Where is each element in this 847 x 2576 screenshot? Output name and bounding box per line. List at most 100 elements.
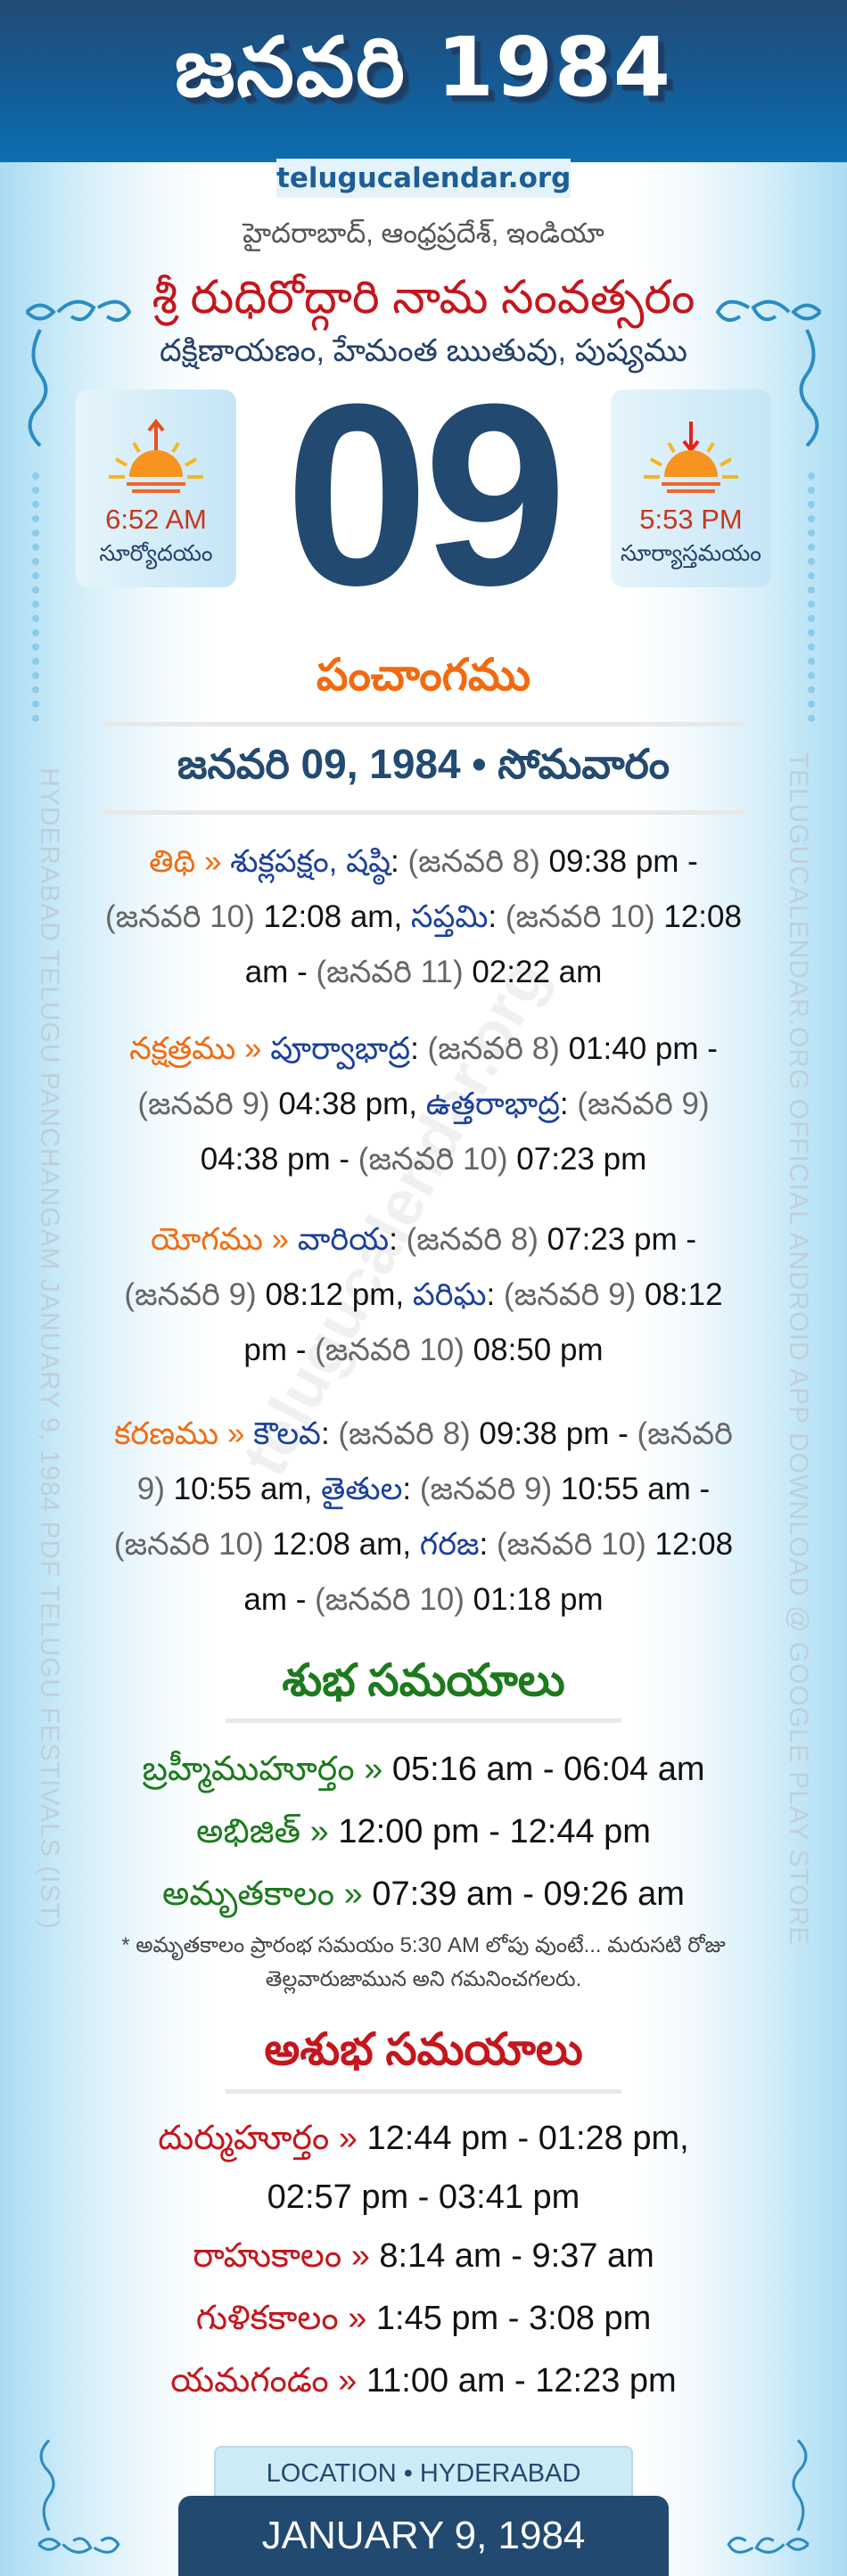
entry-time: : [559, 1087, 578, 1121]
entry-time: : [488, 899, 506, 934]
entry-time: : [486, 1277, 504, 1312]
header-band [0, 0, 847, 162]
entry-time: 08:12 pm - [243, 1277, 723, 1367]
panchangam-entry-tithi: తిథి » శుక్లపక్షం, షష్ఠి: (జనవరి 8) 09:3… [103, 834, 744, 1000]
dotted-divider-left [32, 472, 39, 722]
shubha-heading: శుభ సమయాలు [282, 1655, 565, 1705]
day-number: 09 [284, 350, 568, 639]
entry-date: (జనవరి 9) [124, 1277, 266, 1312]
entry-date: (జనవరి 10) [505, 899, 664, 934]
panchangam-heading: పంచాంగము [316, 650, 531, 700]
entry-date: (జనవరి 8) [407, 844, 549, 879]
entry-name: కౌలవ [253, 1416, 321, 1451]
entry-time: 09:38 pm - [548, 844, 698, 879]
divider [226, 1719, 621, 1723]
shubha-item-amritakalam: అమృతకాలం » 07:39 am - 09:26 am [162, 1875, 685, 1913]
entry-time: 10:55 am, [173, 1472, 322, 1506]
entry-label: కరణము » [114, 1416, 254, 1451]
sunrise-box: 6:52 AM సూర్యోదయం [76, 390, 236, 587]
entry-time: : [402, 1472, 420, 1506]
entry-date: (జనవరి 10) [315, 1582, 473, 1617]
page-title: జనవరి 1984 [175, 20, 672, 115]
entry-date: (జనవరి 9) [577, 1087, 710, 1121]
shubha-list: బ్రహ్మీముహూర్తం » 05:16 am - 06:04 am అభ… [103, 1738, 744, 1925]
ashubha-item-rahukalam: రాహుకాలం » 8:14 am - 9:37 am [193, 2237, 654, 2275]
side-text-left: HYDERABAD TELUGU PANCHANGAM JANUARY 9, 1… [35, 767, 64, 1930]
entry-time: : [479, 1527, 497, 1562]
sunset-time: 5:53 PM [639, 504, 743, 535]
ashubha-item-yamagandam: యమగండం » 11:00 am - 12:23 pm [170, 2362, 677, 2400]
shubha-item-abhijit: అభిజిత్ » 12:00 pm - 12:44 pm [196, 1813, 651, 1850]
entry-label: యోగము » [151, 1222, 298, 1257]
entry-time: 12:08 am - [243, 1527, 734, 1617]
entry-date: (జనవరి 11) [316, 955, 473, 989]
entry-name: గరజ [419, 1527, 480, 1562]
site-link[interactable]: telugucalendar.org [276, 159, 571, 198]
ashubha-item-gulikakalam: గుళికకాలం » 1:45 pm - 3:08 pm [195, 2300, 652, 2337]
divider [103, 810, 744, 815]
sunrise-time: 6:52 AM [105, 504, 207, 535]
corner-ornament-top-right-icon [715, 299, 822, 447]
panchangam-entry-yogam: యోగము » వారియ: (జనవరి 8) 07:23 pm - (జనవ… [103, 1212, 744, 1378]
entry-date: (జనవరి 9) [419, 1472, 561, 1506]
entry-name: తైతుల [321, 1472, 403, 1506]
sunrise-label: సూర్యోదయం [99, 541, 213, 566]
entry-date: (జనవరి 9) [503, 1277, 645, 1312]
sunset-box: 5:53 PM సూర్యాస్తమయం [611, 390, 771, 587]
shubha-item-brahma-muhurtham: బ్రహ్మీముహూర్తం » 05:16 am - 06:04 am [142, 1751, 705, 1788]
side-text-right: TELUGUCALENDAR.ORG OFFICIAL ANDROID APP … [784, 751, 813, 1946]
entry-time: 01:18 pm [473, 1582, 604, 1617]
entry-time: 09:38 pm - [479, 1416, 637, 1451]
sunrise-icon [109, 418, 203, 493]
entry-time: 08:12 pm, [265, 1277, 413, 1312]
ashubha-list: రాహుకాలం » 8:14 am - 9:37 am గుళికకాలం »… [103, 2225, 744, 2412]
entry-name: సప్తమి [410, 899, 489, 934]
corner-ornament-bottom-left-icon [37, 2439, 120, 2554]
entry-time: : [389, 1222, 407, 1257]
entry-time: 10:55 am - [560, 1472, 711, 1506]
entry-time: 07:23 pm - [547, 1222, 696, 1257]
entry-time: 12:08 am - [244, 899, 742, 989]
date-header: జనవరి 09, 1984 • సోమవారం [177, 741, 670, 787]
entry-date: (జనవరి 8) [427, 1031, 569, 1066]
entry-date: (జనవరి 10) [315, 1333, 473, 1367]
entry-time: 04:38 pm - [200, 1142, 358, 1177]
location-line: హైదరాబాద్, ఆంధ్రప్రదేశ్, ఇండియా [243, 217, 604, 249]
entry-label: తిథి » [149, 844, 231, 879]
entry-date: (జనవరి 10) [105, 899, 264, 934]
entry-date: (జనవరి 10) [497, 1527, 655, 1562]
entry-time: : [391, 844, 408, 879]
footer-date-bar: JANUARY 9, 1984 [178, 2496, 669, 2576]
sunset-icon [644, 422, 738, 493]
panchangam-entry-nakshatram: నక్షత్రము » పూర్వాభాద్ర: (జనవరి 8) 01:40… [103, 1021, 744, 1187]
entry-label: నక్షత్రము » [129, 1031, 271, 1066]
samvatsaram-title: శ్రీ రుధిరోద్గారి నామ సంవత్సరం [152, 272, 695, 324]
corner-ornament-top-left-icon [25, 299, 132, 447]
divider [103, 722, 744, 726]
entry-time: : [320, 1416, 339, 1451]
entry-date: (జనవరి 10) [113, 1527, 273, 1562]
entry-name: పూర్వాభాద్ర [270, 1031, 411, 1066]
ayana-line: దక్షిణాయణం, హేమంత ఋతువు, పుష్యము [159, 333, 688, 368]
amritakalam-note: * అమృతకాలం ప్రారంభ సమయం 5:30 AM లోపు వుం… [121, 1933, 726, 1991]
corner-ornament-bottom-right-icon [727, 2439, 810, 2554]
entry-time: 08:50 pm [473, 1333, 604, 1367]
sunset-label: సూర్యాస్తమయం [621, 541, 761, 566]
entry-time: 01:40 pm - [568, 1031, 718, 1066]
entry-date: (జనవరి 8) [338, 1416, 480, 1451]
entry-name: వారియ [297, 1222, 390, 1257]
ashubha-item-durmuhurtham: దుర్ముహూర్తం » 12:44 pm - 01:28 pm, 02:5… [158, 2120, 689, 2216]
entry-name: ఉత్తరాభాద్ర [425, 1087, 560, 1121]
entry-time: 04:38 pm, [278, 1087, 426, 1121]
entry-name: శుక్లపక్షం, షష్ఠి [230, 844, 391, 879]
entry-time: 02:22 am [472, 955, 603, 989]
panchangam-entry-karanam: కరణము » కౌలవ: (జనవరి 8) 09:38 pm - (జనవర… [103, 1407, 744, 1628]
entry-time: 07:23 pm [516, 1142, 647, 1177]
entry-date: (జనవరి 9) [136, 1416, 733, 1506]
divider [226, 2089, 621, 2094]
entry-time: 12:08 am, [263, 899, 411, 934]
entry-time: : [410, 1031, 428, 1066]
entry-name: పరిఘ [412, 1277, 487, 1312]
entry-date: (జనవరి 10) [358, 1142, 517, 1177]
ashubha-heading: అశుభ సమయాలు [264, 2024, 583, 2074]
